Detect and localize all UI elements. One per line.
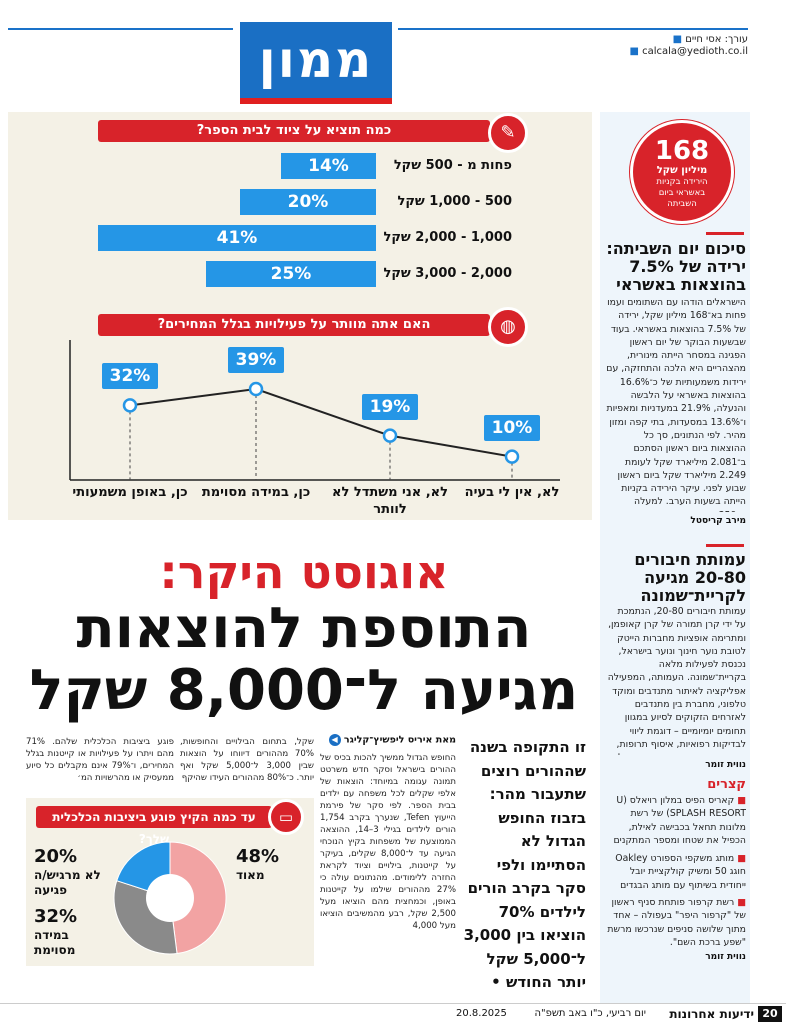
chart2-point-4 — [504, 449, 520, 464]
chart2-category-1: כן, באופן משמעותי — [72, 485, 188, 500]
sidebar — [600, 112, 750, 1012]
chart3-question: עד כמה הקיץ פוגע ביציבות הכלכלית שלך? — [36, 806, 272, 846]
chart1-bar-4: 25% — [206, 261, 376, 287]
story1-rule — [706, 232, 744, 235]
chart1-category-4: 2,000 - 3,000 שקל — [383, 266, 512, 281]
chart3-slice-1 — [169, 841, 227, 955]
short-item-2: ■ מותג משקפי הספורט Oakley חוגג 50 ומשיק… — [606, 852, 746, 892]
footer-date-hebrew: יום רביעי, כ"ו באב תשפ"ה — [534, 1008, 646, 1019]
story1-body: הישראלים הודהו עם השתומים ועמו פחות בא־1… — [606, 297, 746, 512]
chart2-category-3: לא, אני משתדל לא לוותר — [331, 485, 448, 517]
story2-title: עמותת חיבורים 20-80 מגיעה לקריית־שמונה — [634, 550, 746, 605]
email-credit: calcala@yedioth.co.il ■ — [629, 46, 748, 57]
story1-author: מירב קריסטל — [690, 516, 746, 526]
chart2-value-2: 39% — [228, 347, 284, 373]
chart3-category-3: לא מרגיש/ה פגיעה — [34, 868, 101, 897]
chart2-category-4: לא, אין לי בעיה — [464, 485, 560, 500]
chart3-pie — [113, 841, 227, 955]
article-column-3: פוגע ביציבות הכלכלית שלהם. 71% מהם ויתרו… — [26, 737, 174, 783]
editor-name: עורך: אסי חיים — [685, 34, 748, 45]
chart3-value-3: 20% — [34, 846, 78, 867]
article-column-1: החופש הגדול ממשיך להכות בכיס של ההורים ב… — [320, 753, 456, 931]
masthead-rule-left — [8, 28, 233, 30]
story2-rule — [706, 544, 744, 547]
pie-center-hole — [146, 874, 194, 922]
chart1-bar-2: 20% — [240, 189, 376, 215]
paper-name: ידיעות אחרונות — [669, 1007, 754, 1021]
short-text-1: קאריס הפיס במלון רויאלס (U SPLASH RESORT… — [613, 795, 746, 846]
chart2-category-2: כן, במידה מסוימת — [201, 485, 311, 500]
chart2-value-4: 10% — [484, 414, 540, 441]
shorts-author: נווית זומר — [705, 952, 746, 962]
chart3-value-1: 48% — [236, 846, 280, 867]
masthead-rule-right — [398, 28, 748, 30]
story1-title: סיכום יום השביתה: ירידה של 7.5% בהוצאות … — [606, 239, 746, 294]
ball-icon: ◍ — [488, 307, 528, 347]
article-lead: זו התקופה בשנה שההורים רוצים שתעבור מהר:… — [463, 738, 586, 1000]
wallet-icon: ▭ — [268, 799, 304, 835]
logo-underline — [240, 98, 392, 104]
chart3-category-1: מאוד — [236, 868, 265, 882]
badge-unit: מיליון שקל — [656, 165, 708, 176]
story2-body: עמותת חיבורים 20-80, הנתמכת על ידי קרן ת… — [607, 606, 746, 755]
chart3-legend-3: 20% לא מרגיש/ה פגיעה — [34, 846, 108, 898]
short-item-3: ■ רשת קרפור פותחת סניף ראשון של "קרפור ה… — [607, 897, 746, 948]
shorts-title: קצרים — [707, 777, 746, 792]
headline-kicker: אוגוסט היקר: — [159, 545, 449, 599]
chart1-question: כמה תוציא על ציוד לבית הספר? — [98, 120, 490, 142]
byline-text: מאת איריס ליפשיץ־קליגר — [343, 734, 456, 746]
chart2-value-3: 19% — [362, 393, 418, 420]
short-text-2: מותג משקפי הספורט Oakley חוגג 50 ומשיק ק… — [615, 853, 746, 891]
page-footer: 20 ידיעות אחרונות יום רביעי, כ"ו באב תשפ… — [0, 1003, 786, 1024]
short-text-3: רשת קרפור פותחת סניף ראשון של "קרפור היפ… — [607, 897, 746, 948]
chart1-category-3: 1,000 - 2,000 שקל — [383, 230, 512, 245]
backpack-icon: ✎ — [488, 113, 528, 153]
footer-date: 20.8.2025 — [456, 1008, 507, 1019]
short-item-1: ■ קאריס הפיס במלון רויאלס (U SPLASH RESO… — [606, 794, 746, 846]
chart2-point-2 — [248, 381, 264, 397]
chart2-line-chart — [69, 340, 560, 481]
chart2-question: האם אתה מוותר על פעילויות בגלל המחירים? — [98, 314, 490, 336]
editor-credit: עורך: אסי חיים ■ — [672, 34, 748, 45]
article-byline: מאת איריס ליפשיץ־קליגר ◀ — [320, 734, 456, 746]
chart2-value-1: 32% — [102, 363, 158, 390]
chart2-point-1 — [122, 398, 138, 413]
badge-number: 168 — [654, 136, 710, 166]
chart1-bar-1: 14% — [281, 153, 376, 179]
page-number: 20 — [758, 1006, 782, 1022]
chart3-category-2: במידה מסוימת — [34, 928, 76, 957]
section-logo: ממון — [240, 22, 392, 102]
chart1-category-1: פחות מ - 500 שקל — [393, 158, 512, 173]
chart2-point-3 — [382, 428, 398, 443]
badge-caption: הירידה בקניות באשראי ביום השביתה — [656, 177, 708, 209]
chart2-series-line — [129, 387, 513, 458]
editor-email: calcala@yedioth.co.il — [642, 46, 748, 57]
play-icon: ◀ — [328, 734, 341, 746]
chart3-legend-1: 48% מאוד — [236, 846, 310, 883]
chart3-value-2: 32% — [34, 906, 78, 927]
headline-main: התוספת להוצאות מגיעה ל־8,000 שקל — [29, 596, 579, 723]
story2-author: נווית זומר — [705, 760, 746, 770]
article-column-2: שקל, בתחום הבילויים והחופשות, 70% מההורי… — [180, 737, 314, 783]
stat-badge: 168 מיליון שקל הירידה בקניות באשראי ביום… — [630, 120, 734, 224]
chart1-category-2: 500 - 1,000 שקל — [397, 194, 512, 209]
chart3-legend-2: 32% במידה מסוימת — [34, 906, 108, 958]
chart1-bar-3: 41% — [98, 225, 376, 251]
